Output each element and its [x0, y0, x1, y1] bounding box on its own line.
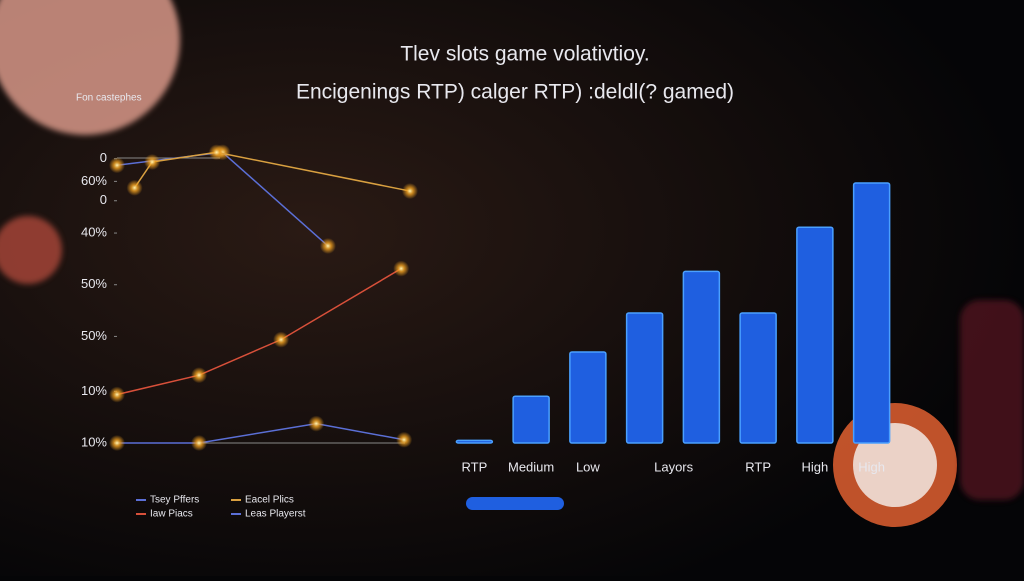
- bar: [455, 439, 494, 444]
- x-tick-label: High: [858, 459, 885, 474]
- glow-dot: [393, 260, 410, 277]
- x-tick-label: Low: [576, 459, 600, 474]
- bar: [512, 395, 550, 444]
- glow-dot: [191, 367, 208, 384]
- legend-label: Tsey Pffers: [150, 495, 199, 506]
- y-tick-label: 10%: [81, 434, 107, 449]
- y-tick-label: 50%: [81, 276, 107, 291]
- glow-dot: [191, 435, 208, 451]
- line-series: [133, 151, 411, 192]
- glow-dot: [402, 183, 418, 200]
- line-series: [117, 422, 405, 444]
- glow-dot: [126, 179, 143, 196]
- glow-dot: [319, 237, 336, 254]
- x-tick-label: RTP: [461, 459, 487, 474]
- glow-dot: [208, 144, 225, 161]
- y-tick-label: 50%: [81, 328, 107, 343]
- glow-dot: [273, 331, 290, 348]
- chip-decoration: [960, 300, 1024, 500]
- glow-dot: [144, 153, 161, 170]
- subtitle: Encigenings RTP) calger RTP) :deldl(? ga…: [296, 81, 734, 104]
- glow-dot: [109, 157, 125, 174]
- chip-decoration: [0, 0, 180, 135]
- bar: [739, 312, 777, 444]
- legend-label: Iaw Piacs: [150, 509, 193, 520]
- y-tick-label: 40%: [81, 224, 107, 239]
- chip-decoration: [0, 216, 62, 284]
- x-tick-label: Layors: [654, 459, 694, 474]
- title: Tlev slots game volativtioy.: [400, 43, 649, 66]
- bar: [682, 270, 721, 444]
- y-tick-label: 0: [100, 150, 107, 165]
- legend-label: Eacel Plics: [245, 495, 294, 506]
- chart-title: Fon castephes: [76, 93, 142, 104]
- bar: [852, 182, 891, 444]
- legend-label: Leas Playerst: [245, 509, 306, 520]
- chip-decoration: [853, 423, 937, 507]
- y-tick-label: 0: [100, 192, 107, 207]
- glow-dot: [396, 431, 413, 448]
- x-tick-label: Medium: [508, 459, 554, 474]
- bar: [625, 312, 664, 444]
- glow-dot: [109, 386, 125, 403]
- line-series: [116, 267, 402, 396]
- y-tick-label: 10%: [81, 383, 107, 398]
- glow-dot: [308, 415, 325, 432]
- glow-dot: [109, 435, 125, 451]
- bar: [796, 226, 834, 444]
- bar: [569, 351, 607, 444]
- slider: [466, 497, 564, 510]
- x-tick-label: High: [802, 459, 829, 474]
- x-tick-label: RTP: [745, 459, 771, 474]
- y-tick-label: 60%: [81, 173, 107, 188]
